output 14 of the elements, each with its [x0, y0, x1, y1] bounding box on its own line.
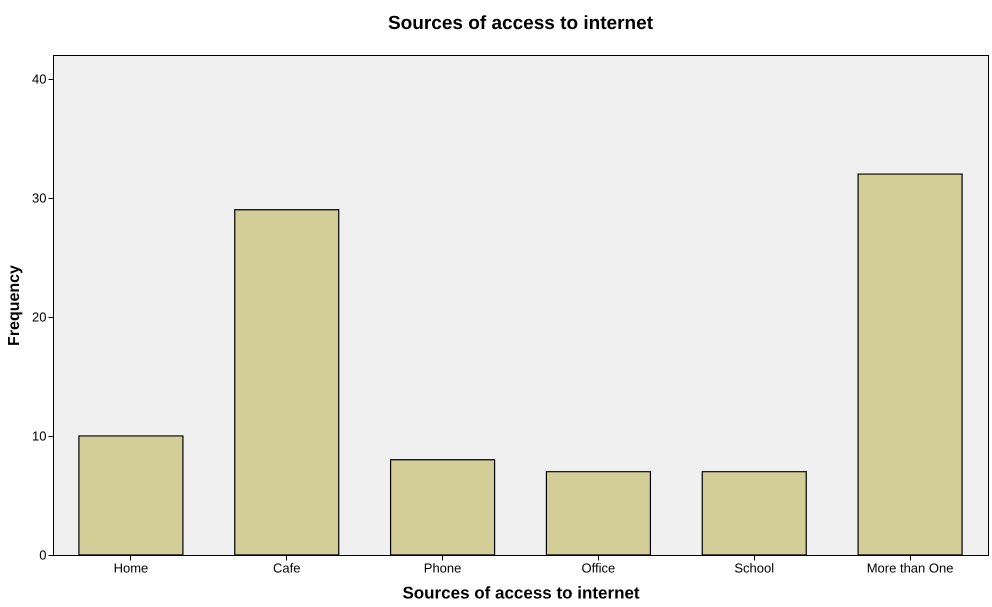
x-tick-label: Home — [114, 560, 148, 576]
y-tick-label: 0 — [39, 548, 46, 562]
y-tick-label: 10 — [32, 428, 46, 444]
chart-title: Sources of access to internet — [388, 13, 654, 34]
x-tick-label: Cafe — [273, 560, 300, 576]
x-tick-label: Phone — [424, 560, 462, 576]
x-axis-title: Sources of access to internet — [402, 584, 640, 602]
y-tick-label: 30 — [32, 190, 46, 206]
x-tick-label: School — [734, 560, 774, 576]
y-tick-label: 20 — [32, 309, 46, 324]
y-tick-label: 40 — [32, 71, 46, 86]
x-tick-label: More than One — [866, 560, 954, 576]
x-tick-label: Office — [582, 560, 616, 576]
y-axis-title: Frequency — [6, 264, 24, 346]
